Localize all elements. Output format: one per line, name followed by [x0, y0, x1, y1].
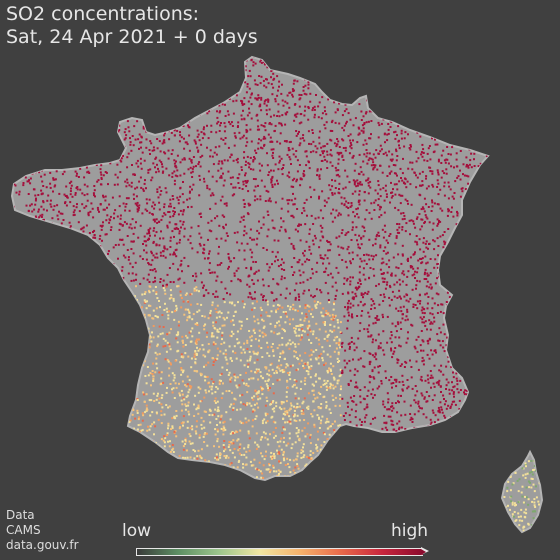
credits-line-site: data.gouv.fr [6, 538, 79, 552]
title-line-pollutant: SO2 concentrations: [6, 3, 200, 25]
credits-line-data: Data [6, 508, 35, 522]
map-title: SO2 concentrations: Sat, 24 Apr 2021 + 0… [6, 3, 258, 49]
credits-line-source: CAMS [6, 523, 41, 537]
colorbar-arrow-fill [421, 549, 426, 555]
title-line-date: Sat, 24 Apr 2021 + 0 days [6, 26, 258, 48]
legend-low-label: low [122, 521, 152, 541]
legend-high-label: high [391, 521, 429, 541]
legend-colorbar [136, 548, 423, 556]
data-credits: Data CAMS data.gouv.fr [6, 508, 79, 553]
